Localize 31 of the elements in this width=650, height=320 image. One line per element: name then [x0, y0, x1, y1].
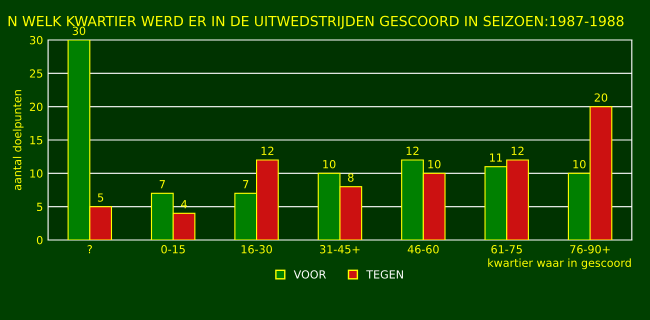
- x-tick-label: 61-75: [491, 245, 522, 254]
- y-tick-label: 5: [37, 202, 42, 212]
- y-tick-label: 10: [30, 169, 42, 178]
- x-tick-label: 46-60: [408, 245, 439, 254]
- y-tick-label: 25: [30, 69, 42, 78]
- data-label: 20: [594, 93, 608, 102]
- x-tick-label: 31-45+: [320, 245, 360, 254]
- data-label: 7: [160, 180, 165, 188]
- y-tick-label: 20: [30, 102, 42, 112]
- data-label: 8: [348, 173, 354, 182]
- x-tick-label: 76-90+: [570, 245, 610, 254]
- x-tick-label: 0-15: [161, 245, 185, 254]
- data-label: 10: [573, 160, 586, 168]
- x-tick-label: 16-30: [242, 245, 272, 254]
- legend-label: VOOR: [294, 270, 326, 279]
- y-axis-title: aantal doelpunten: [12, 90, 24, 190]
- data-label: 10: [323, 160, 336, 168]
- y-tick-label: 30: [30, 36, 42, 44]
- data-label: 30: [72, 26, 86, 36]
- data-label: 11: [490, 153, 502, 162]
- x-tick-label: ?: [88, 245, 92, 254]
- data-label: 12: [512, 146, 524, 155]
- data-label: 5: [98, 193, 104, 202]
- y-tick-label: 15: [30, 136, 42, 144]
- y-tick-label: 0: [36, 236, 42, 244]
- x-axis-title: kwartier waar in gescoord: [488, 258, 631, 270]
- data-label: 12: [262, 146, 274, 155]
- data-label: 7: [243, 180, 248, 188]
- legend-label: TEGEN: [366, 270, 403, 279]
- data-label: 12: [406, 146, 418, 155]
- data-label: 10: [428, 160, 441, 168]
